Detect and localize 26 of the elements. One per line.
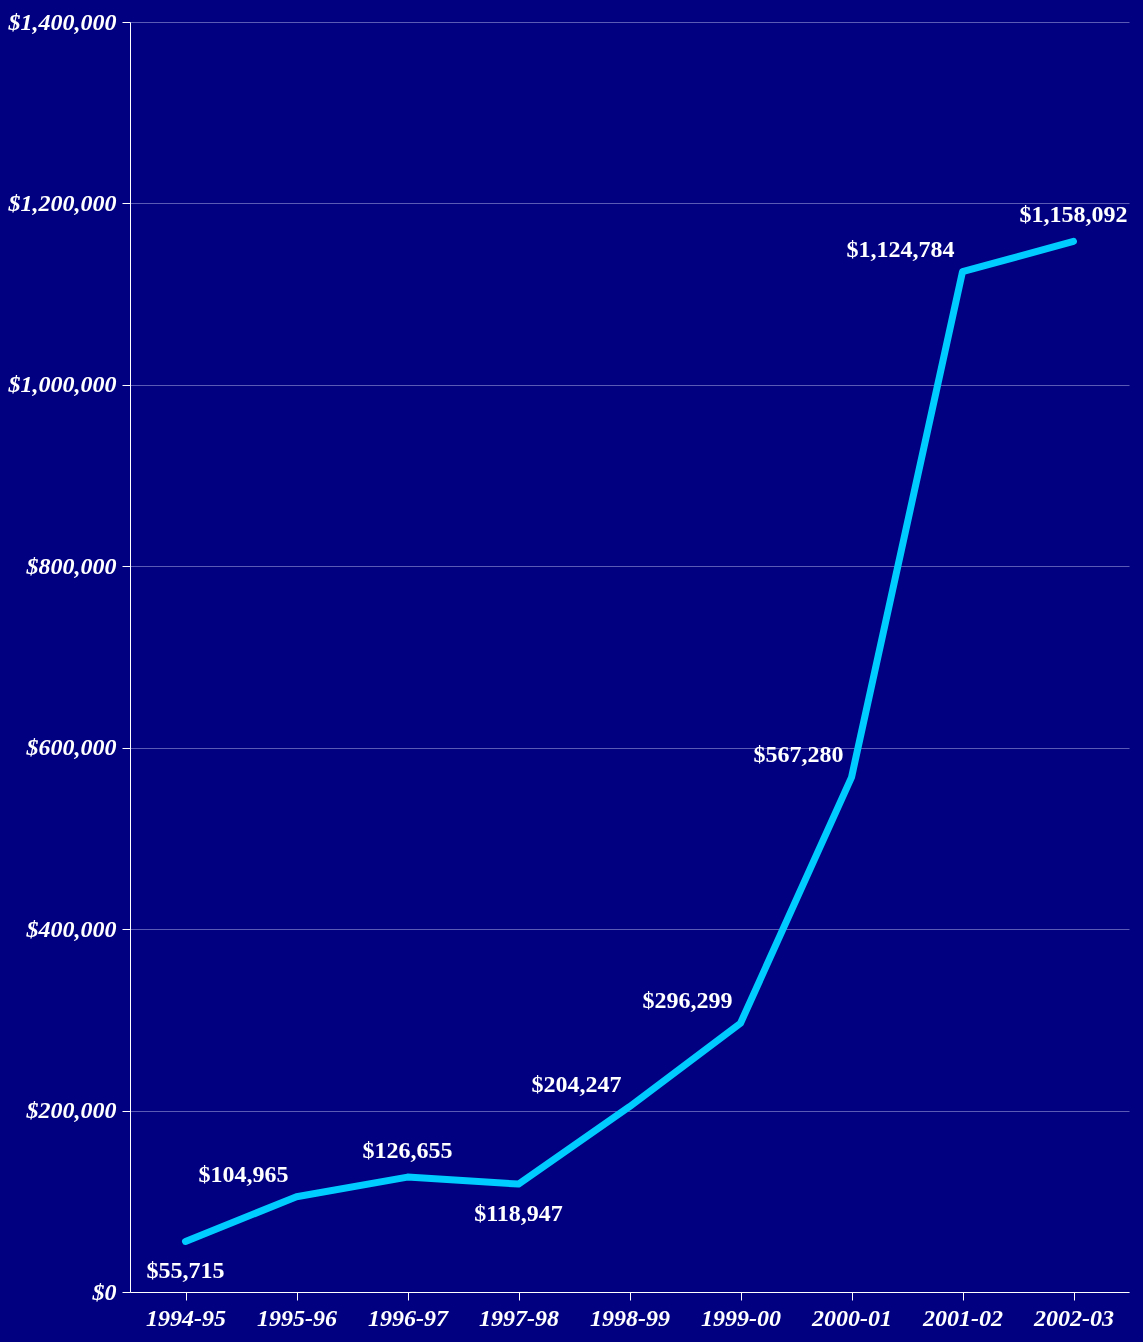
y-tick-label: $1,400,000	[7, 8, 117, 35]
y-tick-label: $400,000	[25, 915, 117, 942]
x-tick-label: 2000-01	[811, 1304, 892, 1331]
x-tick-label: 1996-97	[368, 1304, 449, 1331]
x-tick-label: 2001-02	[922, 1304, 1003, 1331]
x-tick-label: 1995-96	[257, 1304, 337, 1331]
x-tick-label: 1994-95	[146, 1304, 226, 1331]
y-tick-label: $200,000	[25, 1097, 117, 1124]
data-label: $55,715	[146, 1257, 225, 1284]
data-label: $296,299	[642, 987, 733, 1014]
data-label: $104,965	[198, 1160, 289, 1187]
y-tick-label: $600,000	[25, 734, 117, 761]
data-label: $1,158,092	[1019, 201, 1128, 228]
data-label: $1,124,784	[846, 235, 955, 262]
x-tick-label: 1998-99	[590, 1304, 670, 1331]
x-tick-label: 1999-00	[701, 1304, 781, 1331]
x-tick-label: 1997-98	[479, 1304, 559, 1331]
data-label: $204,247	[531, 1070, 622, 1097]
y-tick-label: $1,000,000	[7, 371, 117, 398]
data-label: $118,947	[474, 1200, 563, 1227]
data-label: $126,655	[362, 1137, 453, 1164]
y-tick-label: $800,000	[25, 552, 117, 579]
y-tick-label: $0	[91, 1278, 117, 1305]
y-tick-label: $1,200,000	[7, 189, 117, 216]
data-label: $567,280	[753, 741, 844, 768]
x-tick-label: 2002-03	[1033, 1304, 1114, 1331]
